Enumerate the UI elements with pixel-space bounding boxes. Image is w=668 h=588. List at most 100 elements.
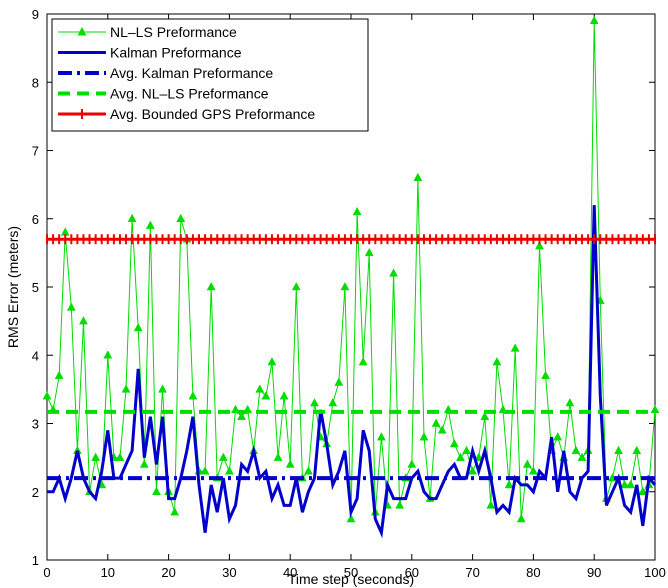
nlls-point — [535, 241, 544, 250]
y-tick-label: 6 — [32, 212, 39, 227]
nlls-point — [340, 281, 350, 291]
legend-label: NL–LS Preformance — [110, 24, 237, 40]
nlls-point — [407, 459, 417, 468]
nlls-point — [541, 370, 550, 379]
nlls-point — [632, 445, 642, 455]
nlls-point — [614, 445, 623, 455]
x-tick-label: 70 — [465, 565, 479, 580]
nlls-point — [170, 507, 180, 516]
nlls-point — [127, 213, 137, 222]
nlls-point — [237, 411, 246, 420]
nlls-point — [42, 391, 52, 400]
legend: NL–LS Preformance Kalman Preformance Avg. … — [51, 18, 369, 132]
nlls-point — [486, 500, 496, 509]
nlls-point — [133, 322, 143, 332]
nlls-point — [553, 432, 563, 441]
nlls-point — [304, 466, 313, 475]
nlls-point — [571, 445, 581, 455]
nlls-point — [91, 452, 101, 461]
nlls-point — [176, 213, 186, 222]
nlls-point — [54, 370, 64, 379]
nlls-point — [468, 466, 478, 475]
nlls-point — [328, 397, 338, 407]
series-layer — [42, 15, 660, 539]
nlls-point — [79, 316, 88, 325]
nlls-point — [413, 172, 423, 182]
nlls-point — [139, 459, 149, 468]
x-tick-label: 40 — [283, 565, 297, 580]
nlls-point — [206, 281, 216, 291]
legend-triangle-marker — [77, 27, 87, 36]
nlls-point — [121, 384, 131, 393]
legend-label: Avg. NL–LS Preformance — [110, 86, 269, 102]
nlls-point — [200, 466, 210, 475]
nlls-point — [291, 281, 301, 291]
nlls-point — [158, 384, 167, 393]
x-tick-label: 80 — [526, 565, 540, 580]
x-tick-label: 30 — [222, 565, 236, 580]
x-tick-label: 100 — [644, 565, 666, 580]
legend-label: Avg. Kalman Preformance — [110, 65, 273, 81]
y-tick-label: 8 — [32, 75, 39, 90]
legend-label: Kalman Preformance — [110, 45, 242, 61]
nlls-point — [218, 452, 228, 461]
x-tick-label: 90 — [587, 565, 601, 580]
nlls-point — [449, 438, 459, 448]
nlls-point — [267, 357, 277, 366]
nlls-point — [395, 500, 405, 509]
nlls-point — [389, 268, 398, 277]
nlls-point — [577, 452, 587, 461]
nlls-point — [638, 486, 648, 495]
nlls-point — [480, 411, 490, 420]
nlls-point — [510, 343, 520, 352]
nlls-point — [261, 391, 271, 400]
nlls-point — [431, 418, 441, 427]
nlls-point — [437, 425, 447, 434]
nlls-point — [376, 432, 386, 441]
nlls-point — [516, 514, 526, 523]
x-tick-label: 60 — [405, 565, 419, 580]
y-tick-label: 2 — [32, 485, 39, 500]
nlls-point — [474, 452, 484, 461]
nlls-point — [188, 391, 198, 400]
nlls-point — [456, 452, 465, 461]
x-tick-label: 50 — [344, 565, 358, 580]
nlls-point — [352, 206, 362, 216]
nlls-point — [358, 357, 368, 366]
x-tick-label: 20 — [161, 565, 175, 580]
nlls-point — [419, 432, 429, 441]
nlls-point — [492, 357, 502, 366]
nlls-point — [364, 247, 374, 257]
y-axis-title: RMS Error (meters) — [5, 226, 21, 348]
y-tick-label: 3 — [32, 417, 39, 432]
x-tick-label: 0 — [43, 565, 50, 580]
x-tick-label: 10 — [101, 565, 115, 580]
nlls-point — [285, 459, 295, 468]
nlls-point — [66, 302, 76, 311]
y-tick-label: 5 — [32, 280, 39, 295]
nlls-point — [103, 350, 113, 359]
nlls-point — [255, 384, 265, 393]
nlls-point — [145, 220, 155, 229]
nlls-point — [152, 486, 161, 495]
y-tick-label: 4 — [32, 348, 39, 363]
nlls-point — [462, 445, 471, 455]
nlls-point — [650, 404, 660, 414]
legend-label: Avg. Bounded GPS Preformance — [110, 106, 315, 122]
nlls-point — [273, 452, 283, 461]
y-tick-label: 1 — [32, 553, 39, 568]
nlls-point — [626, 479, 636, 489]
nlls-point — [565, 397, 575, 407]
nlls-point — [504, 479, 514, 489]
nlls-point — [310, 397, 319, 407]
y-tick-label: 9 — [32, 7, 39, 22]
x-axis-ticks: 0 10 20 30 40 50 60 70 80 90 100 — [43, 14, 666, 580]
x-axis-title: Time step (seconds) — [288, 571, 414, 587]
nlls-point — [589, 15, 599, 25]
nlls-point — [279, 391, 289, 400]
nlls-point — [115, 452, 125, 461]
nlls-point — [620, 479, 630, 489]
nlls-point — [522, 459, 532, 468]
